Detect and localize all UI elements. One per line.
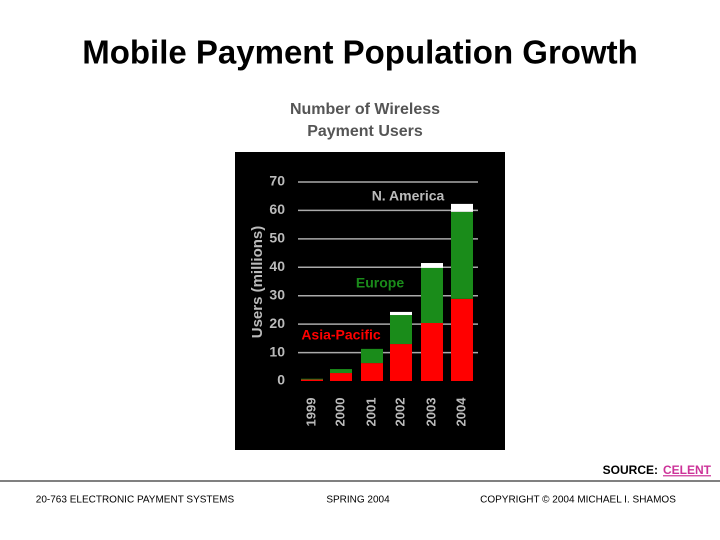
bar-segment [361, 363, 383, 381]
y-tick-label: 50 [269, 230, 285, 246]
bar-segment [451, 203, 473, 212]
bar-segment [421, 263, 443, 268]
x-tick-label: 2004 [453, 397, 468, 427]
bar-segment [301, 378, 323, 380]
bar-segment [421, 323, 443, 381]
footer-term: SPRING 2004 [326, 495, 390, 506]
footer-copyright: COPYRIGHT © 2004 MICHAEL I. SHAMOS [480, 495, 676, 506]
series-label: Europe [356, 275, 404, 291]
x-tick-label: 2001 [363, 398, 378, 427]
y-tick-label: 10 [269, 343, 285, 359]
bar-segment [330, 369, 352, 374]
bar-segment [451, 211, 473, 299]
series-label: Asia-Pacific [301, 327, 381, 343]
bar-segment [390, 311, 412, 316]
chart-title: Number of Wireless Payment Users [289, 101, 441, 140]
bar-segment [390, 315, 412, 345]
y-tick-label: 0 [277, 372, 285, 388]
footer-course: 20-763 ELECTRONIC PAYMENT SYSTEMS [36, 495, 235, 506]
source-label: SOURCE: [603, 463, 658, 477]
bar-segment [390, 344, 412, 381]
bar-segment [421, 267, 443, 324]
bar-segment [361, 348, 383, 364]
y-tick-label: 40 [269, 258, 285, 274]
y-tick-label: 60 [269, 201, 285, 217]
bar-segment [451, 298, 473, 381]
slide-title: Mobile Payment Population Growth [82, 34, 638, 71]
y-tick-label: 30 [269, 286, 285, 302]
x-tick-label: 2000 [332, 398, 347, 427]
y-axis-label: Users (millions) [249, 226, 266, 339]
x-tick-label: 1999 [303, 398, 318, 427]
y-tick-label: 20 [269, 315, 285, 331]
series-label: N. America [372, 188, 445, 204]
x-tick-label: 2003 [423, 398, 438, 427]
y-tick-label: 70 [269, 173, 285, 189]
x-tick-label: 2002 [392, 398, 407, 427]
bar-segment [330, 373, 352, 381]
source-link[interactable]: CELENT [663, 463, 712, 477]
bar-segment [301, 379, 323, 381]
